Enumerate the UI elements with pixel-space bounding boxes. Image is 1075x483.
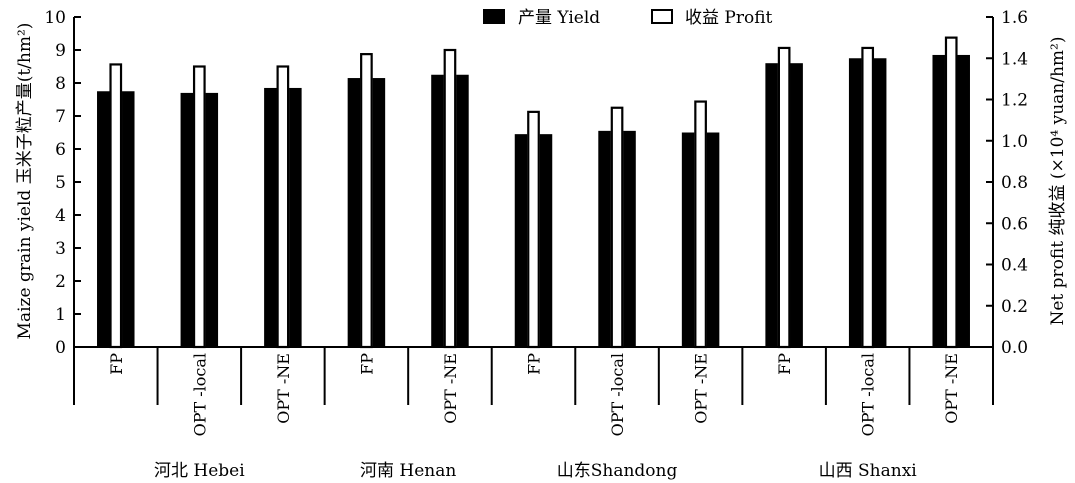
- category-label: OPT -local: [190, 353, 209, 436]
- y2-tick-label: 1.6: [1001, 8, 1028, 28]
- region-label: 山西 Shanxi: [819, 461, 918, 481]
- right-axis-ticks: 0.0 0.2 0.4 0.6 0.8 1.0 1.2 1.4 1.6: [986, 8, 1028, 358]
- yield-bar: [205, 92, 219, 348]
- profit-bar: [192, 65, 206, 349]
- category-label: OPT -NE: [274, 353, 293, 424]
- y2-axis-title: Net profit 纯收益 (×10⁴ yuan/hm²): [1048, 37, 1068, 326]
- yield-bar: [790, 63, 803, 347]
- y-tick-label: 1: [55, 305, 66, 325]
- legend-swatch-profit: [651, 9, 673, 24]
- y2-tick-label: 0.6: [1001, 214, 1028, 234]
- y-tick-label: 8: [55, 74, 66, 94]
- profit-bar: [443, 48, 457, 349]
- category-label: OPT -local: [859, 353, 878, 436]
- y2-tick-label: 1.4: [1001, 49, 1028, 69]
- profit-bar: [276, 65, 290, 349]
- legend: 产量 Yield 收益 Profit: [483, 8, 773, 28]
- profit-bar: [694, 100, 707, 349]
- y2-tick-label: 1.2: [1001, 91, 1028, 111]
- y2-tick-label: 0.8: [1001, 173, 1028, 193]
- category-label: FP: [525, 353, 544, 375]
- y2-tick-label: 1.0: [1001, 132, 1028, 152]
- y-tick-label: 4: [55, 206, 66, 226]
- yield-bar: [122, 91, 135, 347]
- y-tick-label: 6: [55, 140, 66, 160]
- legend-label-profit: 收益 Profit: [685, 8, 773, 28]
- category-label: FP: [107, 353, 126, 375]
- y-tick-label: 0: [55, 338, 66, 358]
- region-label: 河北 Hebei: [154, 461, 245, 481]
- legend-swatch-yield: [483, 9, 505, 24]
- y-tick-label: 5: [55, 173, 66, 193]
- y-tick-label: 7: [55, 107, 66, 127]
- left-axis-ticks: 0 1 2 3 4 5 6 7 8 9 10: [44, 8, 81, 358]
- yield-bar: [681, 132, 695, 347]
- region-label: 河南 Henan: [360, 461, 456, 481]
- y-tick-label: 3: [55, 239, 66, 259]
- yield-bar: [264, 87, 277, 347]
- yield-bar: [431, 74, 444, 347]
- yield-bar: [97, 91, 110, 347]
- bars: [97, 36, 970, 349]
- yield-bar: [873, 58, 887, 347]
- region-label: 山东Shandong: [557, 461, 678, 481]
- legend-label-yield: 产量 Yield: [518, 8, 600, 28]
- y2-tick-label: 0.4: [1001, 256, 1028, 276]
- yield-bar: [372, 78, 386, 348]
- yield-bar: [848, 58, 862, 347]
- category-labels: FP OPT -local OPT -NE FP OPT -NE FP OPT -local…: [107, 353, 961, 437]
- yield-bar: [706, 132, 720, 347]
- y2-tick-label: 0.0: [1001, 338, 1028, 358]
- yield-bar: [289, 87, 302, 347]
- yield-bar: [347, 78, 361, 348]
- y2-tick-label: 0.2: [1001, 297, 1028, 317]
- category-label: OPT -NE: [942, 353, 961, 424]
- y-axis-title: Maize grain yield 玉米子粒产量(t/hm²): [15, 23, 35, 340]
- yield-bar: [623, 130, 636, 347]
- category-label: OPT -NE: [692, 353, 711, 424]
- category-label: OPT -NE: [441, 353, 460, 424]
- yield-bar: [957, 54, 970, 347]
- profit-bar: [944, 36, 958, 349]
- profit-bar: [360, 53, 373, 349]
- yield-bar: [514, 134, 528, 347]
- yield-bar: [180, 92, 194, 348]
- y-tick-label: 2: [55, 272, 66, 292]
- yield-bar: [765, 63, 778, 347]
- category-label: OPT -local: [608, 353, 627, 436]
- category-label: FP: [775, 353, 794, 375]
- profit-bar: [109, 63, 123, 349]
- region-labels: 河北 Hebei 河南 Henan 山东Shandong 山西 Shanxi: [154, 461, 917, 481]
- yield-bar: [932, 54, 945, 347]
- category-label: FP: [357, 353, 376, 375]
- y-tick-label: 10: [44, 8, 66, 28]
- profit-bar: [777, 46, 791, 349]
- yield-bar: [456, 74, 469, 347]
- y-tick-label: 9: [55, 41, 66, 61]
- profit-bar: [861, 46, 875, 349]
- profit-bar: [610, 106, 624, 349]
- yield-bar: [598, 130, 611, 347]
- profit-bar: [527, 110, 540, 349]
- yield-bar: [539, 134, 553, 347]
